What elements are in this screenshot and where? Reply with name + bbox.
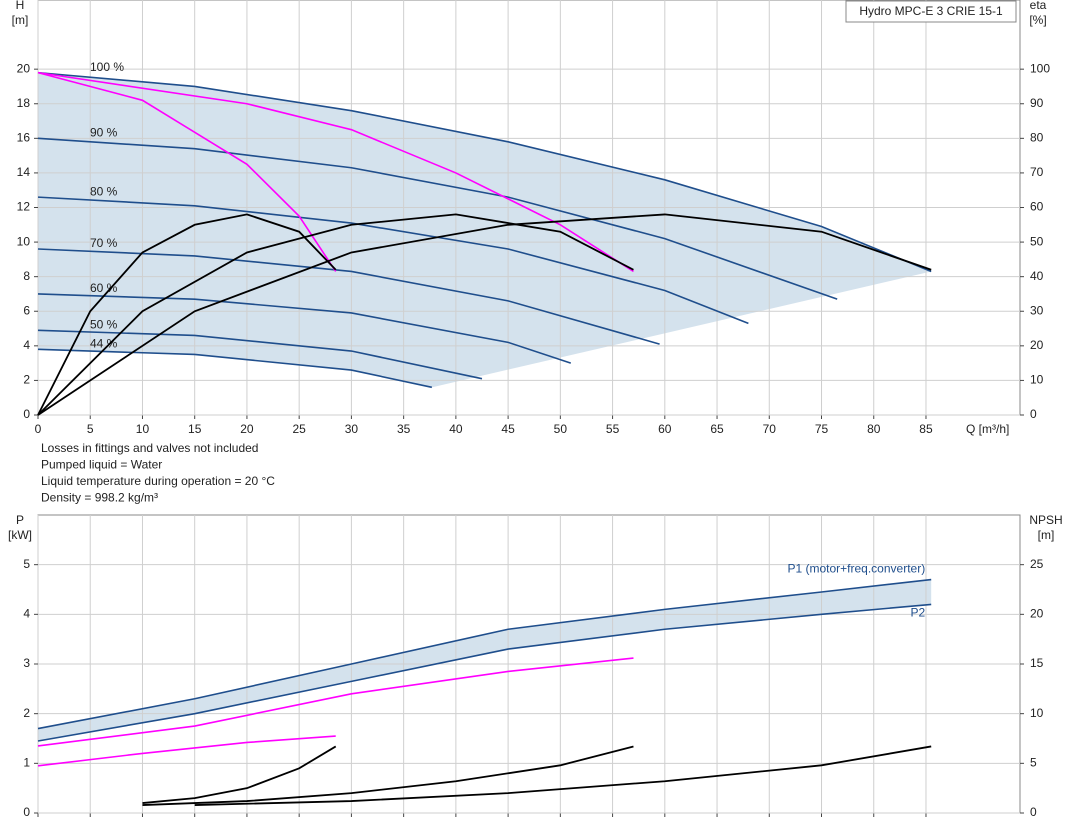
series-line (37, 329, 483, 380)
x-tick-label: 0 (35, 422, 42, 436)
x-tick-label: 85 (919, 422, 933, 436)
y-tick-label: 20 (17, 61, 31, 75)
operating-area (38, 579, 932, 741)
x-tick-label: 70 (763, 422, 777, 436)
series-label: 44 % (90, 336, 118, 350)
x-tick-label: 55 (606, 422, 620, 436)
series-line (37, 137, 838, 300)
y-tick-label: 2 (23, 373, 30, 387)
series-label: P1 (motor+freq.converter) (787, 562, 925, 576)
y-axis-label: P (16, 513, 24, 527)
series-label: 90 % (90, 126, 118, 140)
y-tick-label: 5 (23, 557, 30, 571)
x-tick-label: 50 (554, 422, 568, 436)
x-tick-label: 45 (501, 422, 515, 436)
x-tick-label: 5 (87, 422, 94, 436)
y2-tick-label: 60 (1030, 200, 1044, 214)
series-line (37, 293, 572, 364)
y-tick-label: 4 (23, 607, 30, 621)
y2-tick-label: 10 (1030, 373, 1044, 387)
x-tick-label: 20 (240, 422, 254, 436)
x-tick-label: 75 (815, 422, 829, 436)
y-tick-label: 3 (23, 656, 30, 670)
chart-title: Hydro MPC-E 3 CRIE 15-1 (859, 4, 1003, 18)
y2-tick-label: 0 (1030, 805, 1037, 819)
series-label: 60 % (90, 281, 118, 295)
series-line (37, 71, 932, 273)
y-tick-label: 18 (17, 96, 31, 110)
y2-tick-label: 15 (1030, 656, 1044, 670)
series-line (37, 348, 433, 389)
x-tick-label: 35 (397, 422, 411, 436)
y2-axis-unit: [m] (1038, 528, 1055, 542)
x-tick-label: 30 (345, 422, 359, 436)
y2-tick-label: 80 (1030, 131, 1044, 145)
note: Liquid temperature during operation = 20… (41, 474, 275, 488)
series-line (194, 745, 932, 806)
y2-tick-label: 25 (1030, 557, 1044, 571)
y-tick-label: 12 (17, 200, 31, 214)
y2-tick-label: 50 (1030, 234, 1044, 248)
series-label: 70 % (90, 236, 118, 250)
note: Pumped liquid = Water (41, 458, 162, 472)
y-axis-unit: [kW] (8, 528, 32, 542)
series-line (37, 735, 336, 767)
series-line (37, 196, 749, 325)
series-line (37, 603, 932, 742)
y2-axis-label: NPSH (1029, 513, 1062, 527)
y-tick-label: 16 (17, 131, 31, 145)
y-tick-label: 0 (23, 805, 30, 819)
y-tick-label: 10 (17, 234, 31, 248)
series-line (37, 71, 634, 273)
series-line (142, 745, 337, 804)
y-tick-label: 14 (17, 165, 31, 179)
series-line (37, 213, 634, 416)
title-box (845, 0, 1017, 23)
y2-tick-label: 70 (1030, 165, 1044, 179)
x-tick-label: 60 (658, 422, 672, 436)
y-tick-label: 0 (23, 407, 30, 421)
note: Losses in fittings and valves not includ… (41, 441, 258, 455)
series-line (37, 213, 932, 416)
series-line (37, 657, 634, 747)
y2-tick-label: 30 (1030, 303, 1044, 317)
x-tick-label: 10 (136, 422, 150, 436)
y-tick-label: 1 (23, 756, 30, 770)
series-label: P2 (911, 606, 926, 620)
y2-tick-label: 20 (1030, 338, 1044, 352)
y2-tick-label: 40 (1030, 269, 1044, 283)
y2-axis-label: eta (1030, 0, 1047, 12)
x-tick-label: 15 (188, 422, 202, 436)
x-tick-label: 40 (449, 422, 463, 436)
operating-area (38, 72, 932, 388)
x-tick-label: 65 (710, 422, 724, 436)
y2-tick-label: 100 (1030, 61, 1050, 75)
y-tick-label: 8 (23, 269, 30, 283)
y2-tick-label: 5 (1030, 756, 1037, 770)
y2-tick-label: 10 (1030, 706, 1044, 720)
x-axis-label: Q [m³/h] (966, 422, 1009, 436)
y2-tick-label: 20 (1030, 607, 1044, 621)
y-tick-label: 2 (23, 706, 30, 720)
series-line (142, 745, 634, 806)
note: Density = 998.2 kg/m³ (41, 491, 158, 505)
series-line (37, 213, 337, 416)
series-line (37, 578, 932, 730)
x-tick-label: 25 (292, 422, 306, 436)
y-tick-label: 4 (23, 338, 30, 352)
y2-tick-label: 0 (1030, 407, 1037, 421)
series-label: 50 % (90, 317, 118, 331)
y-axis-unit: [m] (12, 13, 29, 27)
y-axis-label: H (16, 0, 25, 12)
series-label: 80 % (90, 184, 118, 198)
x-tick-label: 80 (867, 422, 881, 436)
y2-tick-label: 90 (1030, 96, 1044, 110)
series-label: 100 % (90, 60, 124, 74)
y2-axis-unit: [%] (1029, 13, 1046, 27)
y-tick-label: 6 (23, 303, 30, 317)
